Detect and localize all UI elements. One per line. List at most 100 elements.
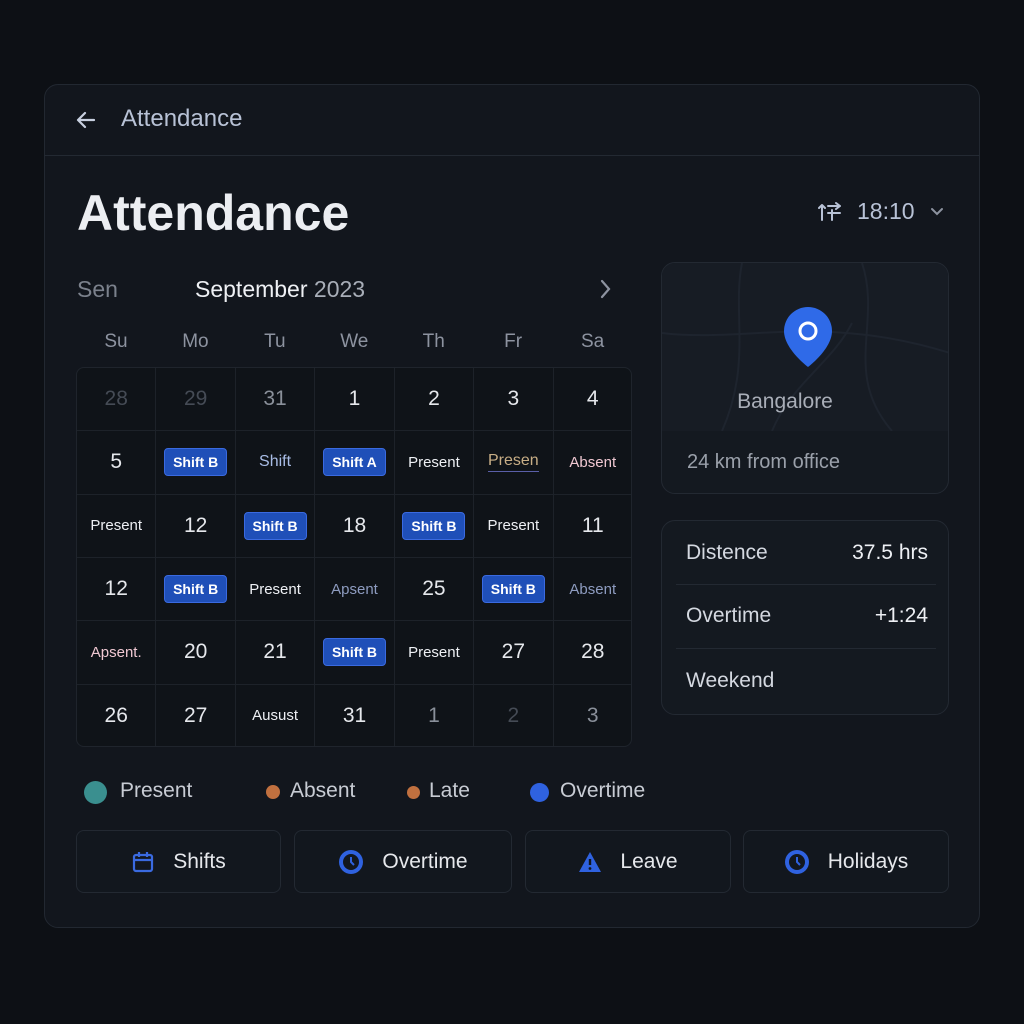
legend-label: Late bbox=[429, 779, 470, 802]
stat-label: Overtime bbox=[686, 604, 772, 627]
calendar-cell[interactable]: Shift B bbox=[474, 558, 554, 622]
calendar-cell[interactable]: 20 bbox=[156, 621, 236, 685]
dropdown-chevron[interactable] bbox=[929, 205, 945, 219]
cell-text: Ausust bbox=[252, 707, 298, 725]
calendar-cell[interactable]: 28 bbox=[553, 621, 631, 685]
calendar-cell[interactable]: 3 bbox=[554, 685, 631, 746]
cell-text: 27 bbox=[183, 703, 208, 727]
calendar-cell[interactable]: 27 bbox=[474, 621, 554, 685]
calendar-cell[interactable]: 31 bbox=[315, 684, 395, 746]
shifts-button[interactable]: Shifts bbox=[76, 830, 281, 893]
calendar-cell[interactable]: Shift B bbox=[394, 494, 475, 558]
calendar-cell[interactable]: Present bbox=[474, 494, 554, 558]
time-selector[interactable]: 18:10 bbox=[857, 198, 915, 224]
calendar-cell[interactable]: Shift bbox=[235, 431, 316, 495]
cell-text: Absent bbox=[569, 580, 617, 598]
clock-icon bbox=[784, 849, 809, 874]
shift-badge: Shift B bbox=[243, 511, 307, 540]
cell-text: 1 bbox=[348, 387, 361, 411]
cell-text: Presen bbox=[488, 452, 539, 473]
city: Bangalore bbox=[737, 390, 833, 413]
calendar-cell[interactable]: 3 bbox=[474, 368, 554, 432]
cell-text: 11 bbox=[581, 513, 604, 537]
legend-dot bbox=[407, 785, 420, 799]
calendar-cell[interactable]: 11 bbox=[553, 495, 631, 558]
calendar-cell[interactable]: Shift B bbox=[156, 431, 236, 495]
calendar-icon bbox=[133, 851, 154, 872]
calendar-cell[interactable]: 12 bbox=[156, 494, 236, 558]
calendar-cell[interactable]: Absent bbox=[553, 431, 631, 495]
weekday: We bbox=[340, 331, 369, 352]
cell-text: Present bbox=[408, 453, 460, 471]
cell-text: Absent bbox=[569, 453, 617, 471]
cell-text: 26 bbox=[104, 703, 128, 727]
calendar-cell[interactable]: 1 bbox=[395, 684, 475, 746]
legend-label: Absent bbox=[290, 779, 356, 802]
year: 2023 bbox=[313, 276, 366, 302]
legend-dot bbox=[265, 785, 280, 799]
calendar-cell[interactable]: 2 bbox=[394, 368, 475, 432]
overtime-button[interactable]: Overtime bbox=[294, 830, 512, 893]
calendar-cell[interactable]: 5 bbox=[77, 431, 157, 495]
calendar-cell[interactable]: Present bbox=[394, 431, 475, 495]
calendar-cell[interactable]: 18 bbox=[315, 494, 395, 558]
divider bbox=[676, 584, 936, 585]
calendar-cell[interactable]: Present bbox=[394, 621, 475, 685]
calendar-cell[interactable]: 2 bbox=[474, 684, 554, 746]
leave-button[interactable]: Leave bbox=[525, 830, 731, 893]
cell-text: Present bbox=[90, 517, 143, 535]
calendar-cell[interactable]: Shift B bbox=[315, 621, 395, 685]
calendar-cell[interactable]: 28 bbox=[77, 368, 157, 432]
shift-badge: Shift B bbox=[481, 575, 545, 604]
legend-dot bbox=[530, 782, 549, 802]
calendar-cell[interactable]: Shift B bbox=[235, 494, 316, 558]
cell-text: 1 bbox=[428, 703, 440, 727]
calendar-cell[interactable]: 12 bbox=[77, 558, 157, 622]
calendar-cell[interactable]: 4 bbox=[553, 368, 631, 432]
shift-badge: Shift A bbox=[323, 448, 386, 477]
calendar-cell[interactable]: Present bbox=[235, 558, 316, 622]
calendar-cell[interactable]: 29 bbox=[156, 368, 236, 432]
back-button[interactable] bbox=[74, 108, 98, 132]
button-label: Holidays bbox=[827, 849, 909, 873]
next-month[interactable] bbox=[598, 278, 614, 300]
calendar-cell[interactable]: 27 bbox=[156, 684, 236, 746]
cell-text: 2 bbox=[507, 703, 520, 727]
calendar-cell[interactable]: Absent bbox=[553, 558, 631, 622]
calendar-cell[interactable]: Shift B bbox=[156, 558, 236, 622]
weekday: Fr bbox=[504, 331, 523, 352]
calendar-cell[interactable]: 31 bbox=[235, 368, 316, 432]
holidays-button[interactable]: Holidays bbox=[743, 830, 949, 893]
map bbox=[662, 263, 948, 431]
calendar-cell[interactable]: Apsent. bbox=[77, 621, 157, 685]
weekday: Su bbox=[104, 331, 128, 352]
weekday: Sa bbox=[580, 331, 605, 352]
prev-month[interactable]: Sen bbox=[77, 276, 118, 302]
stat-row: Weekend bbox=[686, 669, 928, 693]
calendar-cell[interactable]: 1 bbox=[315, 368, 395, 432]
calendar-cell[interactable]: Apsent bbox=[315, 558, 395, 622]
calendar-cell[interactable]: 26 bbox=[77, 684, 157, 746]
button-label: Overtime bbox=[382, 849, 468, 873]
calendar-cell[interactable]: Presen bbox=[474, 431, 554, 495]
calendar-cell[interactable]: Shift A bbox=[315, 431, 395, 495]
calendar-cell[interactable]: 21 bbox=[235, 621, 316, 685]
stats-card bbox=[661, 520, 949, 715]
stat-label: Distence bbox=[686, 541, 768, 564]
month: September bbox=[195, 276, 308, 302]
cell-text: 27 bbox=[501, 640, 526, 664]
shift-badge: Shift B bbox=[164, 575, 228, 604]
cell-text: 28 bbox=[104, 387, 128, 411]
calendar-cell[interactable]: 25 bbox=[394, 558, 475, 622]
weekday: Tu bbox=[264, 331, 286, 352]
cell-text: Present bbox=[408, 643, 460, 661]
calendar-cell[interactable]: Ausust bbox=[236, 684, 316, 746]
warning-icon bbox=[579, 851, 602, 872]
calendar-cell[interactable]: Present bbox=[77, 494, 157, 558]
cell-text: Apsent. bbox=[90, 643, 142, 661]
legend-dot bbox=[84, 780, 107, 804]
cell-text: Present bbox=[249, 580, 301, 598]
cell-text: 3 bbox=[507, 387, 520, 411]
cell-text: 21 bbox=[263, 640, 287, 664]
cell-text: 31 bbox=[263, 387, 287, 411]
